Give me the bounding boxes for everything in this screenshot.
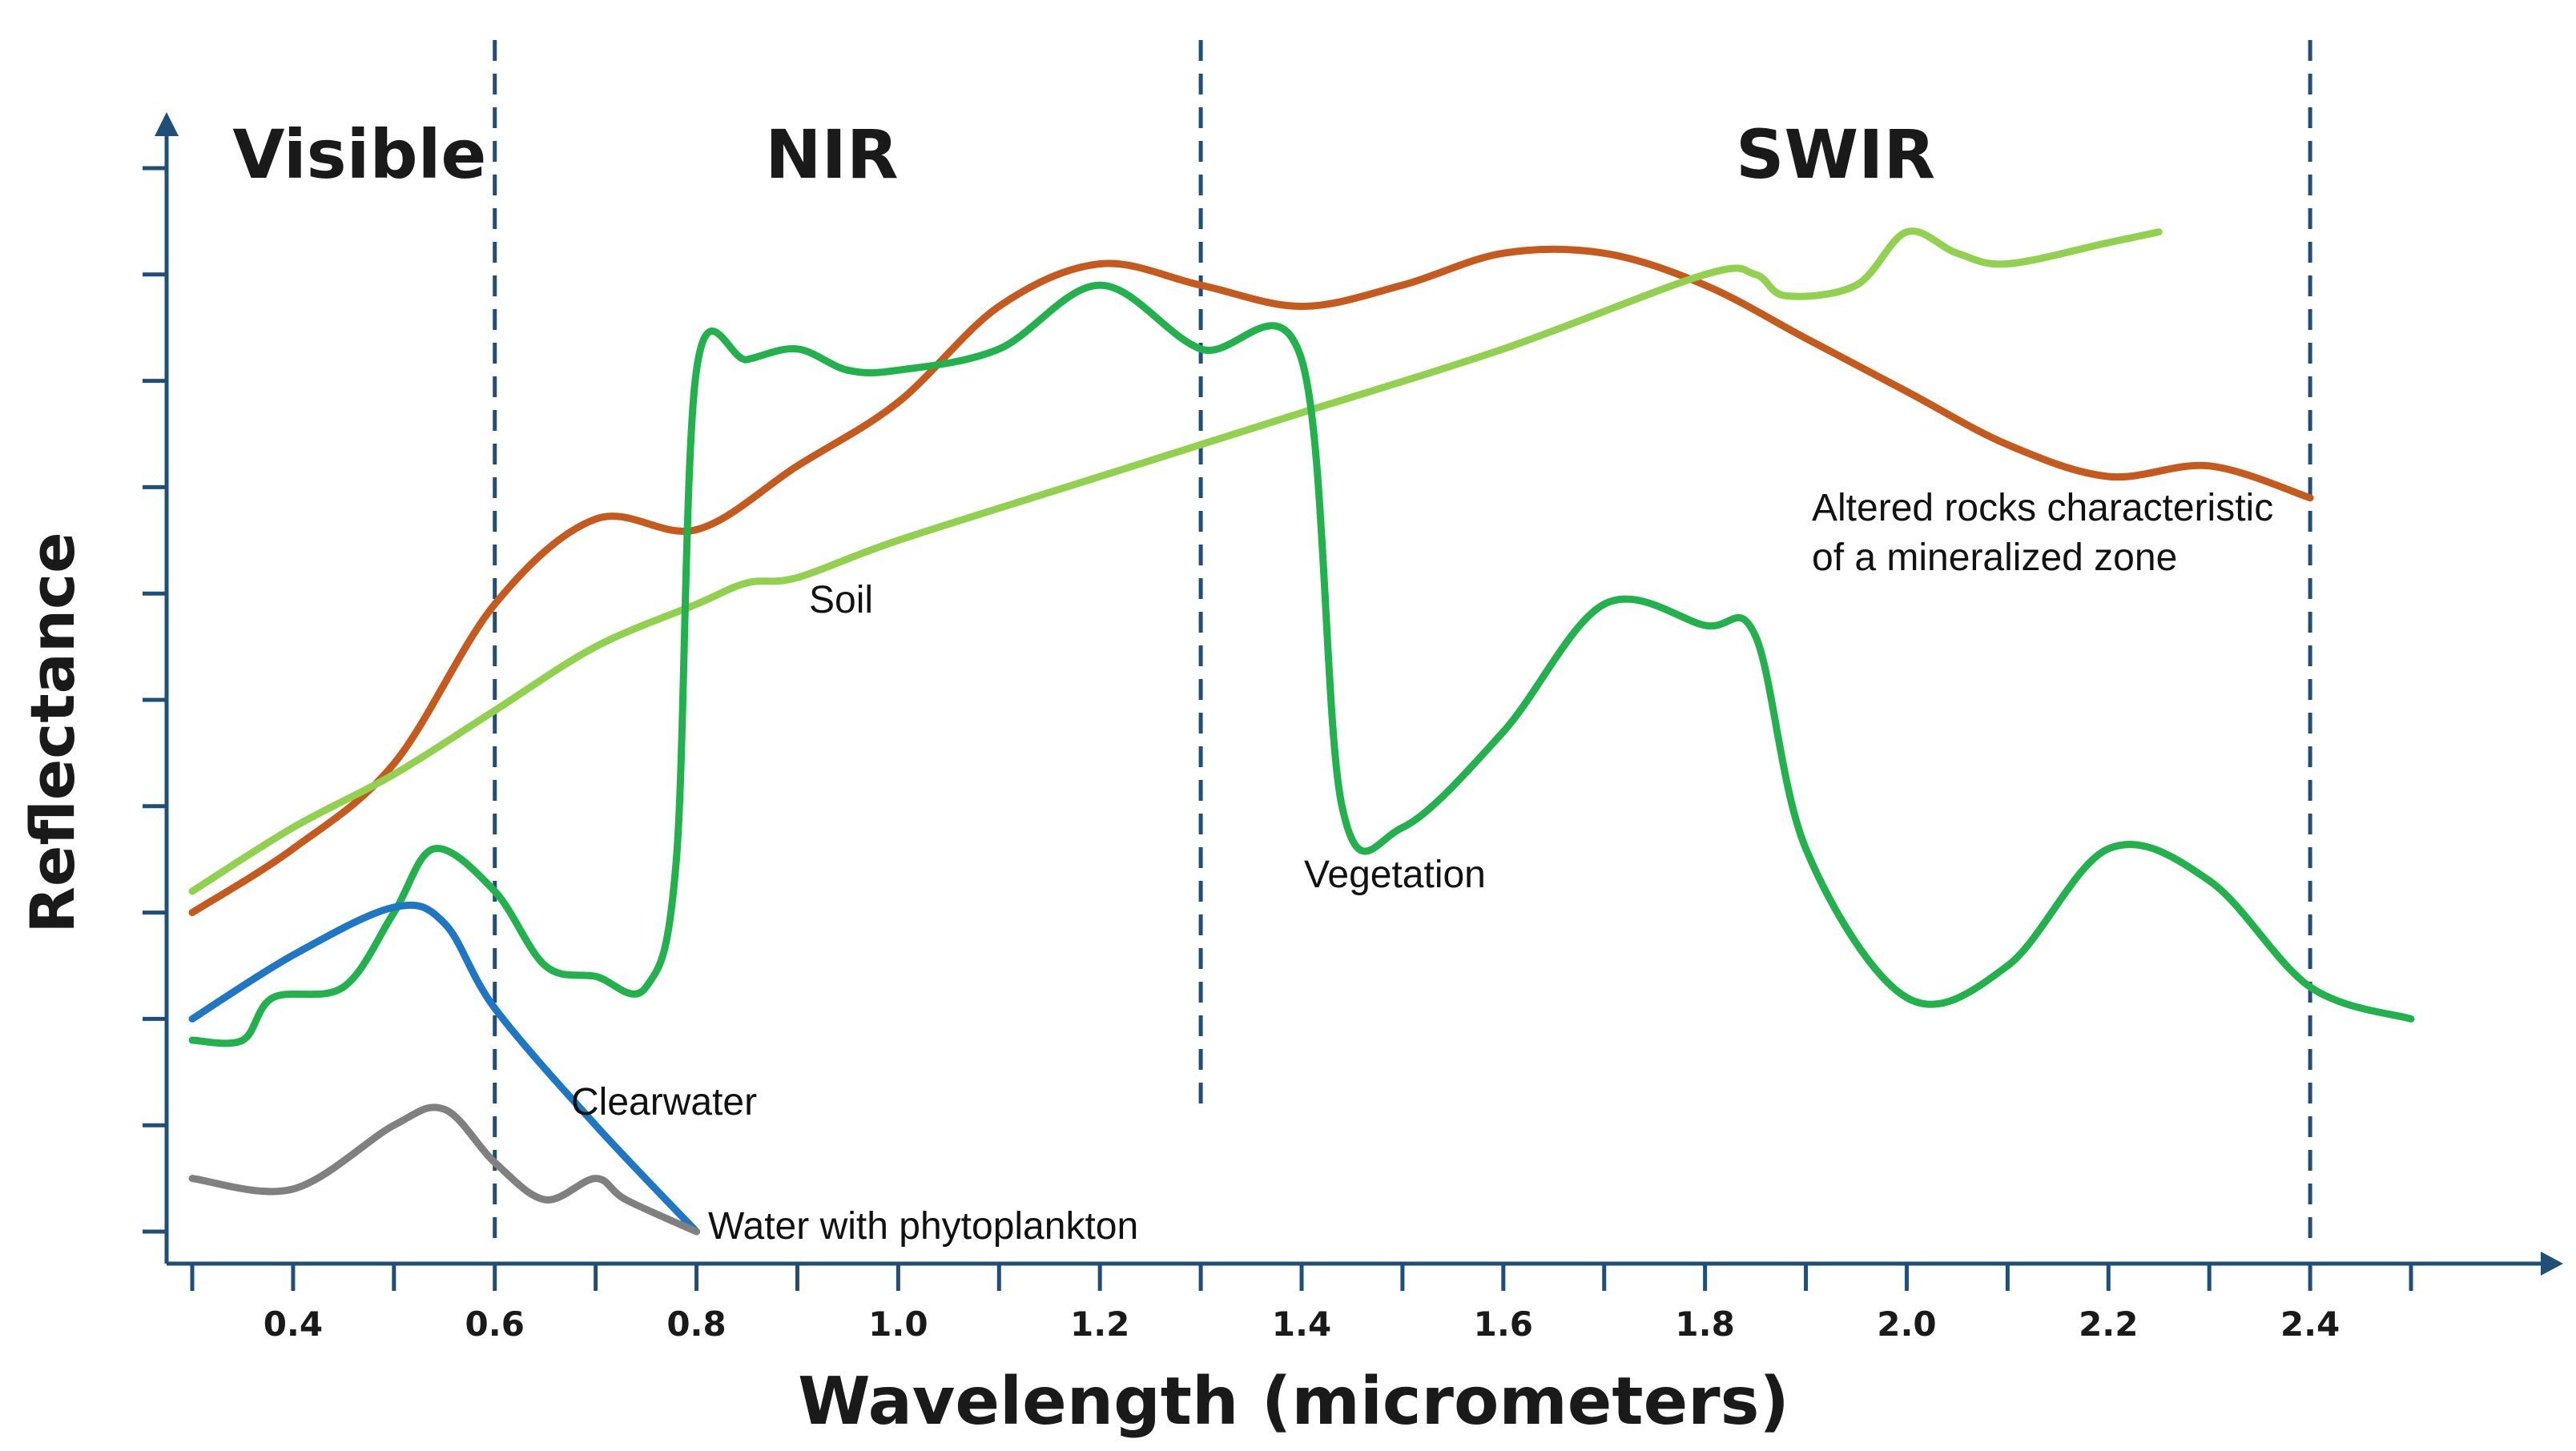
x-axis-title: Wavelength (micrometers) <box>798 1364 1789 1440</box>
x-tick-label: 0.6 <box>465 1304 525 1344</box>
series-line-soil <box>188 227 2163 895</box>
series-line-clearwater <box>188 901 700 1236</box>
series-label-clearwater: Clearwater <box>571 1081 757 1123</box>
series-label-soil: Soil <box>809 579 873 621</box>
x-axis-arrow <box>2541 1252 2563 1276</box>
x-tick-label: 2.4 <box>2280 1304 2340 1344</box>
series-line-altered-rocks-characteristic-of-a-mineralized-zone <box>188 245 2314 917</box>
x-tick-label: 0.8 <box>666 1304 726 1344</box>
region-label-visible: Visible <box>232 115 486 194</box>
series-label-water-with-phytoplankton: Water with phytoplankton <box>708 1205 1138 1248</box>
x-tick-label: 1.6 <box>1474 1304 1533 1344</box>
series-label-vegetation: Vegetation <box>1304 854 1486 896</box>
x-tick-label: 1.8 <box>1675 1304 1734 1344</box>
x-tick-label: 0.4 <box>264 1304 323 1344</box>
x-tick-label: 1.4 <box>1272 1304 1331 1344</box>
series-label-altered-rocks-characteristic-of-a-mineralized-zone: Altered rocks characteristic of a mineral… <box>1812 487 2273 579</box>
region-label-nir: NIR <box>765 115 898 194</box>
annotations: Visible NIR SWIR 0.4 0.6 0.8 1.0 1.2 1.4 1.6 1.8 2.… <box>17 115 2340 1440</box>
y-axis-arrow <box>155 112 179 136</box>
series-line-water-with-phytoplankton <box>188 1103 700 1236</box>
x-tick-label: 1.0 <box>868 1304 928 1344</box>
x-tick-label: 2.2 <box>2079 1304 2138 1344</box>
x-tick-label: 2.0 <box>1877 1304 1936 1344</box>
region-label-swir: SWIR <box>1736 115 1935 194</box>
y-axis-title: Reflectance <box>17 532 88 933</box>
x-tick-label: 1.2 <box>1070 1304 1129 1344</box>
plot-area <box>143 40 2563 1291</box>
series-line-vegetation <box>188 281 2415 1047</box>
